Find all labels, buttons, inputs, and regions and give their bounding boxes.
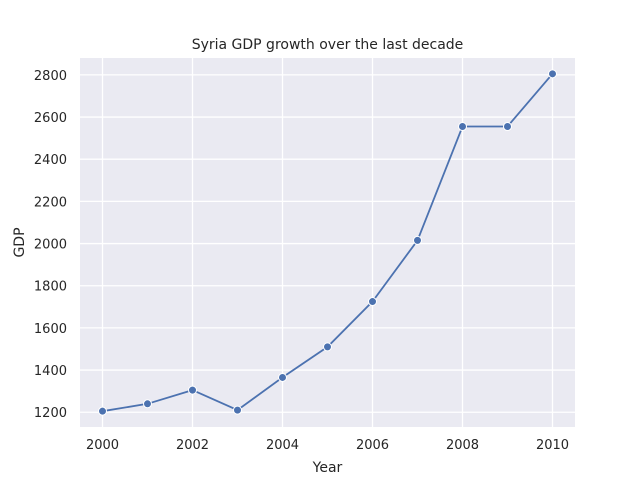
grid-lines	[80, 58, 575, 427]
y-tick-label: 1600	[34, 322, 67, 337]
x-tick-label: 2002	[176, 438, 209, 453]
data-point	[233, 405, 242, 415]
plot-area	[80, 58, 575, 427]
y-tick-label: 2200	[34, 195, 67, 210]
data-point	[548, 69, 557, 79]
y-axis-label: GDP	[12, 227, 28, 257]
x-tick-label: 2010	[536, 438, 569, 453]
x-tick-labels: 2000 2002 2004 2006 2008 2010	[86, 438, 569, 453]
data-point	[458, 122, 467, 132]
x-tick-label: 2008	[446, 438, 479, 453]
data-point	[503, 122, 512, 132]
y-tick-label: 2600	[34, 111, 67, 126]
x-tick-label: 2004	[266, 438, 299, 453]
y-tick-labels: 1200 1400 1600 1800 2000 2200 2400 2600 2800	[34, 69, 67, 421]
y-tick-label: 1800	[34, 280, 67, 295]
x-tick-label: 2000	[86, 438, 119, 453]
data-point	[413, 235, 422, 245]
data-point	[98, 406, 107, 416]
y-tick-label: 2400	[34, 153, 67, 168]
data-point	[323, 342, 332, 352]
y-tick-label: 2000	[34, 238, 67, 253]
data-point	[188, 385, 197, 395]
x-axis-label: Year	[312, 460, 343, 476]
data-series	[98, 69, 557, 416]
data-point	[143, 399, 152, 409]
y-tick-label: 1400	[34, 364, 67, 379]
y-tick-label: 1200	[34, 406, 67, 421]
data-point	[368, 297, 377, 307]
chart-title: Syria GDP growth over the last decade	[192, 37, 464, 53]
y-tick-label: 2800	[34, 69, 67, 84]
x-tick-label: 2006	[356, 438, 389, 453]
data-point	[278, 372, 287, 382]
